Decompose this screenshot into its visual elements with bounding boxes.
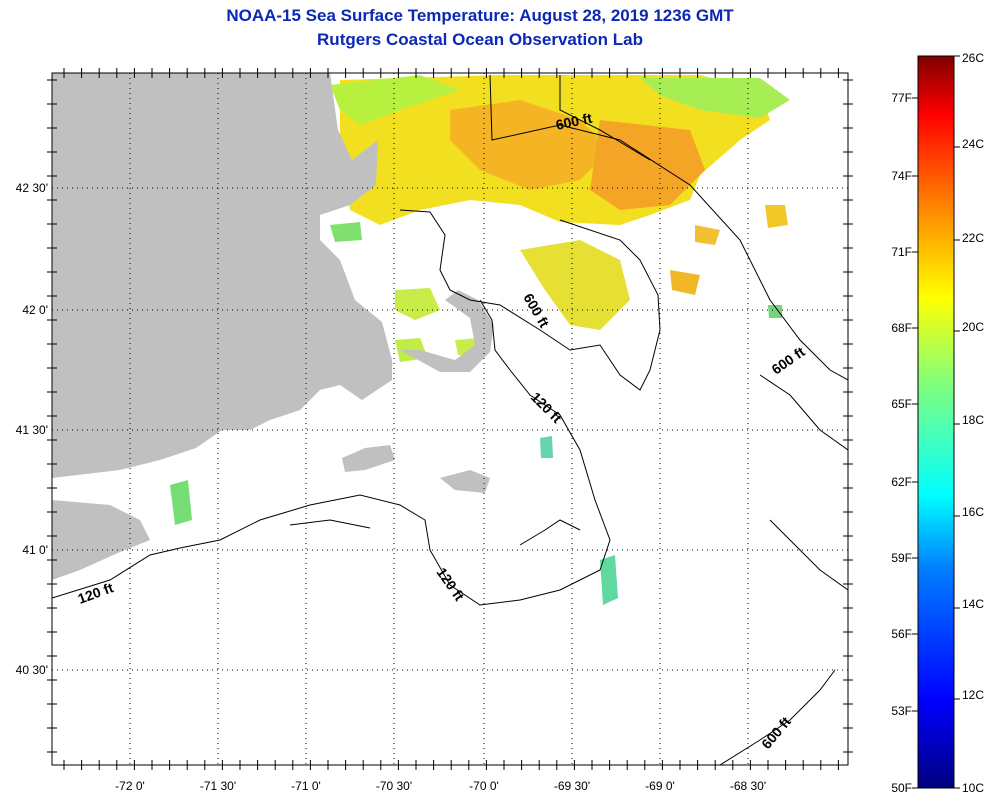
cb-fahrenheit-label: 74F (891, 169, 912, 183)
cb-celsius-label: 24C (962, 137, 984, 151)
lon-label: -69 30' (554, 779, 590, 793)
latitude-labels: 42 30' 42 0' 41 30' 41 0' 40 30' (16, 181, 48, 677)
lon-label: -68 30' (730, 779, 766, 793)
lat-label: 42 0' (22, 303, 48, 317)
lon-label: -70 0' (469, 779, 499, 793)
lon-label: -69 0' (645, 779, 675, 793)
cb-fahrenheit-label: 62F (891, 475, 912, 489)
cb-celsius-label: 22C (962, 231, 984, 245)
axis-ticks (47, 68, 853, 770)
cb-fahrenheit-label: 59F (891, 551, 912, 565)
lon-label: -72 0' (115, 779, 145, 793)
lat-label: 41 0' (22, 543, 48, 557)
lat-label: 41 30' (16, 423, 48, 437)
cb-celsius-label: 14C (962, 597, 984, 611)
cb-fahrenheit-label: 53F (891, 704, 912, 718)
cb-fahrenheit-label: 65F (891, 397, 912, 411)
lat-label: 42 30' (16, 181, 48, 195)
cb-celsius-label: 16C (962, 505, 984, 519)
contour-label: 600 ft (554, 110, 593, 133)
lon-label: -71 0' (291, 779, 321, 793)
colorbar: 26C 24C 22C 20C 18C 16C 14C 12C 10C 77F … (891, 51, 984, 795)
cb-celsius-label: 12C (962, 688, 984, 702)
lon-label: -70 30' (376, 779, 412, 793)
cb-celsius-label: 20C (962, 320, 984, 334)
depth-contours (52, 74, 848, 765)
longitude-labels: -72 0' -71 30' -71 0' -70 30' -70 0' -69… (115, 779, 766, 793)
cb-celsius-label: 26C (962, 51, 984, 65)
cb-celsius-label: 18C (962, 413, 984, 427)
colorbar-gradient (917, 55, 955, 789)
cb-fahrenheit-label: 77F (891, 91, 912, 105)
map-subtitle: Rutgers Coastal Ocean Observation Lab (317, 30, 643, 49)
land-layer (52, 73, 494, 580)
cb-celsius-label: 10C (962, 781, 984, 795)
map-title: NOAA-15 Sea Surface Temperature: August … (226, 6, 734, 25)
cb-fahrenheit-label: 71F (891, 245, 912, 259)
lon-label: -71 30' (200, 779, 236, 793)
cb-fahrenheit-label: 50F (891, 781, 912, 795)
cb-fahrenheit-label: 56F (891, 627, 912, 641)
cb-fahrenheit-label: 68F (891, 321, 912, 335)
lat-label: 40 30' (16, 663, 48, 677)
graticule (52, 73, 848, 765)
